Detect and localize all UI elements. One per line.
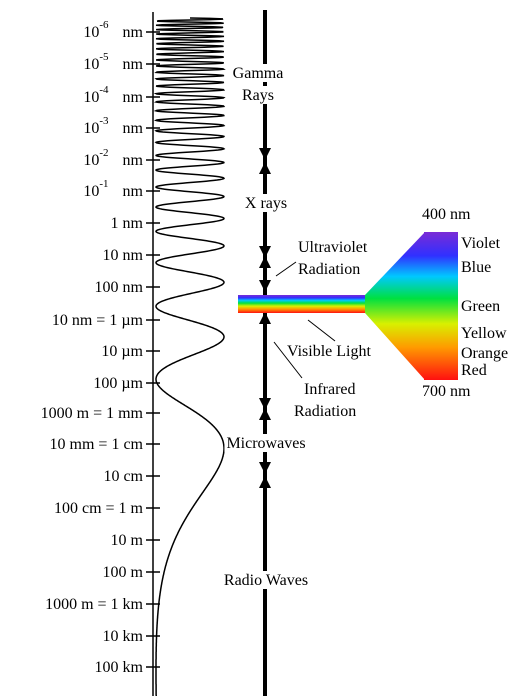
color-label: Violet	[461, 235, 501, 252]
scale-label: 100 µm	[93, 375, 143, 392]
band-labels: Gamma Rays X rays Ultraviolet Radiation Visib…	[221, 64, 371, 589]
scale-label: 10-3 nm	[83, 115, 143, 137]
band-label: Rays	[242, 87, 274, 104]
band-label: Radiation	[298, 261, 360, 278]
scale-label: 10 km	[103, 628, 144, 645]
band-label: Gamma	[233, 65, 284, 82]
scale-exponent: -3	[99, 115, 109, 127]
leader-lines	[273, 261, 336, 379]
scale-label: 10 mm = 1 cm	[50, 436, 144, 453]
color-label: Yellow	[461, 325, 507, 342]
scale-label: 1 nm	[111, 215, 144, 232]
label-background	[240, 86, 276, 104]
label-background	[224, 434, 308, 452]
scale-label: 10 nm	[103, 247, 144, 264]
label-background	[221, 571, 311, 589]
scale-label: 1000 m = 1 mm	[41, 405, 144, 422]
color-label: Blue	[461, 259, 491, 276]
band-label: Radiation	[294, 403, 356, 420]
scale-base: 10	[83, 152, 99, 169]
band-arrows	[259, 148, 271, 488]
spectrum-labels: 400 nm 700 nm Violet Blue Green Yellow OrangeR…	[422, 206, 508, 400]
scale-exponent: -2	[99, 147, 108, 159]
wave	[153, 17, 226, 696]
scale-exponent: -1	[99, 178, 108, 190]
band-label: Radio Waves	[224, 572, 308, 589]
scale-exponent: -5	[99, 51, 109, 63]
scale-label: 100 km	[95, 659, 144, 676]
label-background	[242, 194, 290, 212]
spectrum-max: 700 nm	[422, 383, 471, 400]
band-label: X rays	[245, 195, 287, 212]
scale-base: 10	[83, 89, 99, 106]
color-label: Green	[461, 298, 500, 315]
band-label: Ultraviolet	[298, 239, 368, 256]
visible-beam	[238, 295, 366, 313]
scale-label: 10 nm = 1 µm	[52, 312, 144, 329]
visible-block	[424, 232, 458, 380]
scale-unit: nm	[123, 152, 144, 169]
scale-unit: nm	[123, 56, 144, 73]
scale-exponent: -6	[99, 19, 109, 31]
scale-label: 10-4 nm	[83, 84, 143, 106]
scale-base: 10	[83, 120, 99, 137]
color-label: Red	[461, 362, 487, 379]
scale-base: 10	[83, 56, 99, 73]
scale-label: 10-1 nm	[83, 178, 143, 200]
scale-label: 100 nm	[95, 279, 144, 296]
band-label: Microwaves	[226, 435, 305, 452]
visible-fan	[365, 232, 425, 380]
band-label: Visible Light	[287, 343, 371, 360]
scale-label: 10 m	[111, 532, 144, 549]
scale-unit: nm	[123, 24, 144, 41]
scale-label: 10 µm	[101, 343, 143, 360]
scale-label: 10-5 nm	[83, 51, 143, 73]
scale-label: 1000 m = 1 km	[45, 596, 143, 613]
label-background	[230, 64, 286, 82]
scale-exponent: -4	[99, 84, 109, 96]
scale-unit: nm	[123, 89, 144, 106]
scale-base: 10	[83, 183, 99, 200]
color-label: Orange	[461, 345, 508, 362]
band-label: Infrared	[304, 381, 356, 398]
scale-base: 10	[83, 24, 99, 41]
scale-unit: nm	[123, 120, 144, 137]
scale-label: 100 cm = 1 m	[54, 500, 144, 517]
scale-label: 10-2 nm	[83, 147, 143, 169]
spectrum-min: 400 nm	[422, 206, 471, 223]
scale-label: 10 cm	[103, 468, 143, 485]
scale-unit: nm	[123, 183, 144, 200]
scale-label: 100 m	[103, 564, 144, 581]
scale-label: 10-6 nm	[83, 19, 143, 41]
